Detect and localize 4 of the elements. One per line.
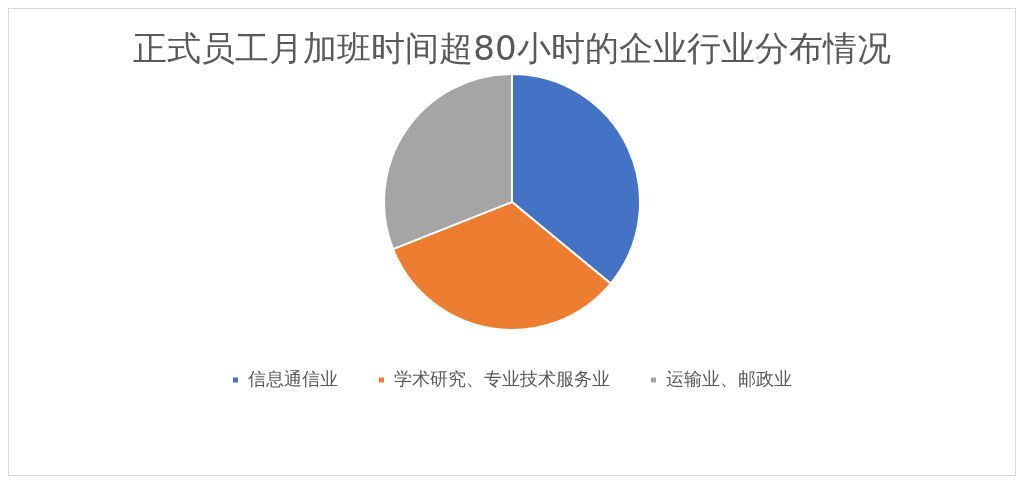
legend-label: 信息通信业 <box>248 367 338 389</box>
chart-title: 正式员工月加班时间超80小时的企业行业分布情况 <box>132 27 892 70</box>
legend-label: 运输业、邮政业 <box>666 367 792 389</box>
legend-label: 学术研究、专业技术服务业 <box>394 367 610 389</box>
